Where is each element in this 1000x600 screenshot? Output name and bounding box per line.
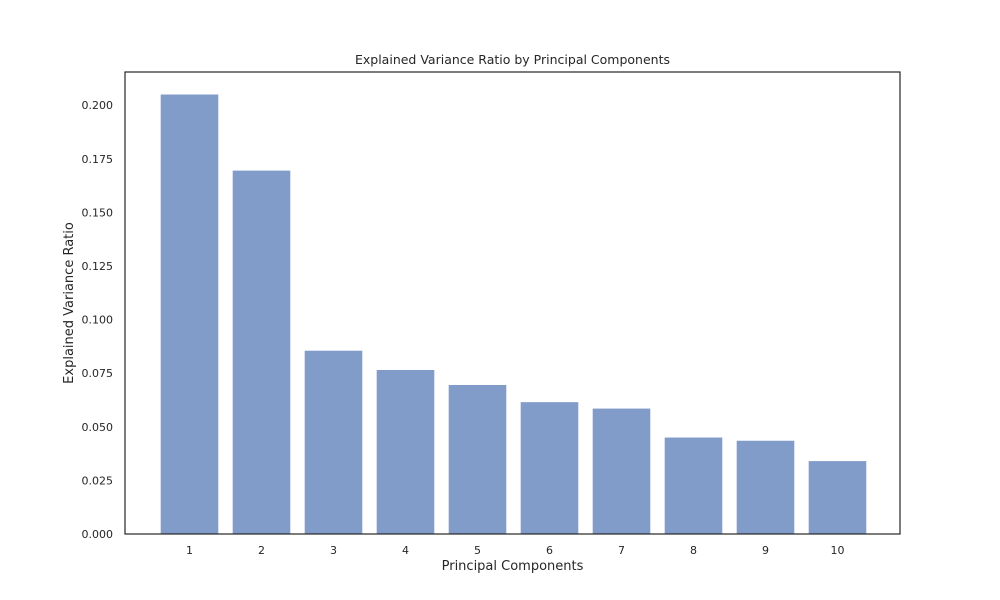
y-axis-ticks: 0.000 0.025 0.050 0.075 0.100 0.125 0.150 0.175… <box>82 99 114 541</box>
y-tick-label: 0.075 <box>82 367 114 380</box>
bar-pc-8 <box>664 437 723 534</box>
bar-pc-3 <box>304 350 363 534</box>
x-axis-label: Principal Components <box>442 559 584 574</box>
y-tick-label: 0.175 <box>82 153 114 166</box>
x-tick-label: 3 <box>330 544 337 557</box>
bar-pc-2 <box>232 170 291 534</box>
y-tick-label: 0.200 <box>82 99 114 112</box>
x-tick-label: 1 <box>186 544 193 557</box>
y-axis-label: Explained Variance Ratio <box>62 222 77 384</box>
x-tick-label: 6 <box>546 544 553 557</box>
x-tick-label: 8 <box>690 544 697 557</box>
x-tick-label: 4 <box>402 544 409 557</box>
y-tick-label: 0.025 <box>82 474 114 487</box>
bar-pc-9 <box>736 440 795 534</box>
x-tick-label: 7 <box>618 544 625 557</box>
plot-frame <box>124 71 901 535</box>
chart-title: Explained Variance Ratio by Principal Co… <box>355 52 670 67</box>
x-tick-label: 2 <box>258 544 265 557</box>
bars-group <box>160 94 867 534</box>
y-tick-label: 0.150 <box>82 206 114 219</box>
bar-pc-7 <box>592 408 651 534</box>
bar-pc-6 <box>520 402 579 534</box>
y-tick-label: 0.100 <box>82 314 114 327</box>
bar-pc-5 <box>448 385 507 534</box>
y-tick-label: 0.050 <box>82 421 114 434</box>
y-tick-label: 0.125 <box>82 260 114 273</box>
x-axis-ticks: 1 2 3 4 5 6 7 8 9 10 <box>186 544 845 557</box>
y-tick-label: 0.000 <box>82 528 114 541</box>
x-tick-label: 5 <box>474 544 481 557</box>
x-tick-label: 9 <box>762 544 769 557</box>
bar-pc-4 <box>376 369 435 534</box>
x-tick-label: 10 <box>831 544 845 557</box>
bar-pc-10 <box>808 461 867 534</box>
bar-pc-1 <box>160 94 219 534</box>
